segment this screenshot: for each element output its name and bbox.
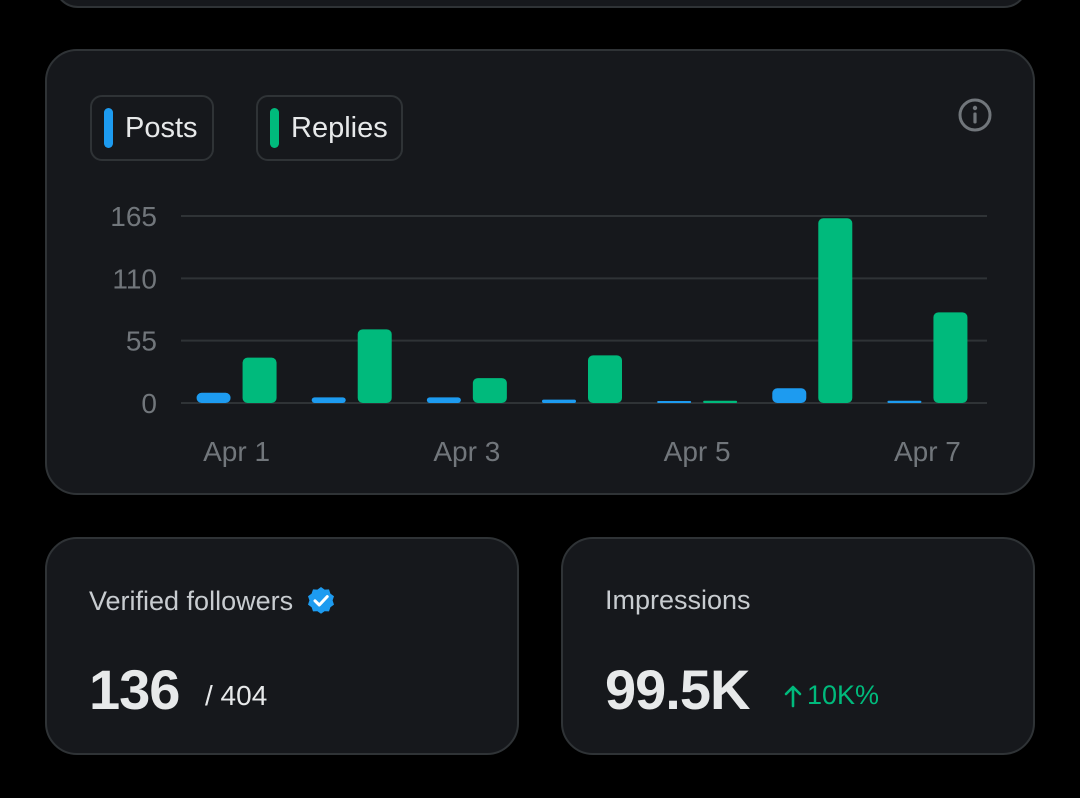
replies-bar-2[interactable] [357, 329, 392, 403]
impressions-value: 99.5K [605, 658, 750, 721]
replies-bar-3[interactable] [472, 378, 507, 403]
y-tick-label: 165 [110, 201, 157, 232]
posts-bar-7[interactable] [887, 400, 922, 403]
previous-card-edge [54, 0, 1028, 8]
impressions-card[interactable]: Impressions 99.5K 10K% [561, 537, 1035, 755]
replies-bar-5[interactable] [703, 400, 738, 403]
impressions-delta: 10K% [783, 680, 879, 711]
legend-replies-chip[interactable]: Replies [256, 95, 403, 161]
verified-badge-icon [308, 587, 335, 614]
posts-bar-5[interactable] [657, 401, 692, 403]
posts-bar-3[interactable] [426, 397, 461, 403]
replies-bar-6[interactable] [818, 218, 853, 403]
posts-swatch [104, 108, 113, 148]
activity-chart-card: Posts Replies 0 55 110 165 Apr 1 Apr 3 Apr 5 Ap… [45, 49, 1035, 495]
posts-bar-2[interactable] [311, 397, 346, 403]
legend-posts-chip[interactable]: Posts [90, 95, 214, 161]
replies-bar-7[interactable] [933, 312, 968, 403]
x-tick-label: Apr 5 [664, 436, 731, 467]
info-icon[interactable] [955, 95, 995, 135]
y-tick-label: 0 [141, 388, 157, 419]
y-tick-label: 110 [112, 263, 157, 294]
x-tick-label: Apr 1 [203, 436, 270, 467]
x-tick-label: Apr 7 [894, 436, 961, 467]
legend-posts-label: Posts [125, 111, 198, 144]
verified-followers-value: 136 [89, 658, 180, 721]
posts-bar-1[interactable] [196, 392, 231, 403]
replies-bar-1[interactable] [242, 357, 277, 403]
verified-followers-title-row: Verified followers [89, 585, 337, 617]
x-tick-label: Apr 3 [433, 436, 500, 467]
posts-bar-4[interactable] [542, 399, 576, 403]
replies-bar-4[interactable] [588, 355, 622, 403]
verified-followers-title: Verified followers [89, 585, 294, 616]
bar-chart: 0 55 110 165 Apr 1 Apr 3 Apr 5 Apr 7 [110, 201, 987, 467]
y-tick-label: 55 [126, 326, 157, 357]
arrow-up-icon [784, 685, 802, 707]
posts-bar-6[interactable] [772, 388, 807, 403]
impressions-delta-value: 10K% [807, 680, 880, 710]
impressions-title: Impressions [605, 585, 751, 615]
verified-followers-total: / 404 [205, 680, 268, 711]
legend-replies-label: Replies [291, 111, 388, 144]
replies-swatch [270, 108, 279, 148]
verified-followers-card[interactable]: Verified followers 136 / 404 [45, 537, 519, 755]
